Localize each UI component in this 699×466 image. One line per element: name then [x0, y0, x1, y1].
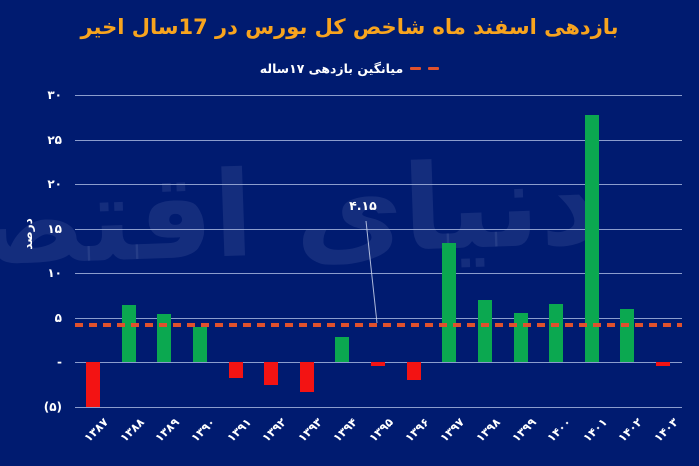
- legend-dash-icon: [410, 67, 422, 70]
- bar-1396: [406, 362, 421, 381]
- x-tick-label: ۱۴۰۱: [579, 415, 610, 445]
- bar-1401: [584, 114, 599, 363]
- bar-1391: [228, 362, 243, 379]
- y-tick-label: ۱۵: [47, 221, 62, 236]
- bar-1395: [371, 362, 385, 366]
- bar-1403: [656, 362, 670, 366]
- gridline: [75, 407, 682, 408]
- gridline: [75, 273, 682, 275]
- y-tick-label: ۲۵: [47, 132, 62, 147]
- x-tick-label: ۱۴۰۲: [615, 415, 646, 445]
- gridline: [75, 317, 682, 319]
- x-tick-label: ۱۳۹۵: [366, 415, 396, 445]
- x-tick-label: ۱۳۹۲: [259, 415, 290, 445]
- gridline: [75, 139, 682, 141]
- x-tick-label: ۱۳۹۶: [401, 415, 432, 445]
- bar-1390: [192, 326, 207, 363]
- legend-label: میانگین بازدهی ۱۷ساله: [259, 61, 404, 76]
- y-tick-label: ۵: [54, 310, 62, 325]
- bar-1387: [86, 362, 100, 407]
- x-tick-label: ۱۳۸۸: [116, 415, 147, 445]
- bar-1388: [121, 305, 136, 363]
- gridline: [75, 184, 682, 186]
- y-tick-label: ۳۰: [47, 88, 62, 102]
- x-tick-label: ۱۳۹۴: [330, 415, 361, 445]
- gridline: [75, 228, 682, 230]
- gridline: [75, 95, 682, 96]
- bar-1399: [513, 313, 528, 363]
- x-tick-label: ۱۴۰۰: [544, 415, 575, 445]
- x-tick-label: ۱۴۰۳: [651, 415, 681, 445]
- x-tick-label: ۱۳۹۸: [473, 415, 503, 445]
- x-tick-label: ۱۳۹۳: [294, 415, 325, 445]
- x-tick-label: ۱۳۸۹: [152, 415, 183, 445]
- y-tick-label: ۲۰: [47, 177, 62, 192]
- bar-1389: [157, 314, 172, 363]
- y-tick-label: -: [57, 355, 62, 370]
- bar-1400: [549, 304, 564, 363]
- legend-dash-icon: [428, 67, 440, 70]
- bar-1398: [477, 300, 492, 363]
- x-tick-label: ۱۳۹۰: [188, 415, 218, 445]
- plot-area: ۴.۱۵ ۳۰ ۲۵ ۲۰ ۱۵ ۱۰ ۵ - (۵) ۱۳۸۷ ۱۳۸۸ ۱۳۸۹ ۱۳۹۰ ۱۳۹۱…: [44, 88, 682, 445]
- y-tick-label: (۵): [43, 400, 62, 414]
- x-tick-label: ۱۳۹۷: [437, 415, 468, 445]
- chart-title: بازدهی اسفند ماه شاخص کل بورس در 17سال ا…: [80, 15, 619, 39]
- bar-1397: [442, 242, 457, 363]
- average-value-annotation: ۴.۱۵: [349, 198, 377, 213]
- bar-1394: [335, 336, 350, 363]
- bar-1402: [620, 308, 635, 363]
- y-tick-label: ۱۰: [47, 266, 62, 281]
- x-tick-label: ۱۳۹۹: [508, 415, 539, 445]
- y-axis-title: درصد: [20, 218, 35, 250]
- x-tick-label: ۱۳۸۷: [81, 415, 111, 445]
- bar-1392: [264, 362, 279, 385]
- bar-1393: [299, 362, 314, 392]
- legend: میانگین بازدهی ۱۷ساله: [0, 61, 699, 76]
- x-tick-label: ۱۳۹۱: [223, 415, 254, 445]
- average-line: [75, 323, 682, 328]
